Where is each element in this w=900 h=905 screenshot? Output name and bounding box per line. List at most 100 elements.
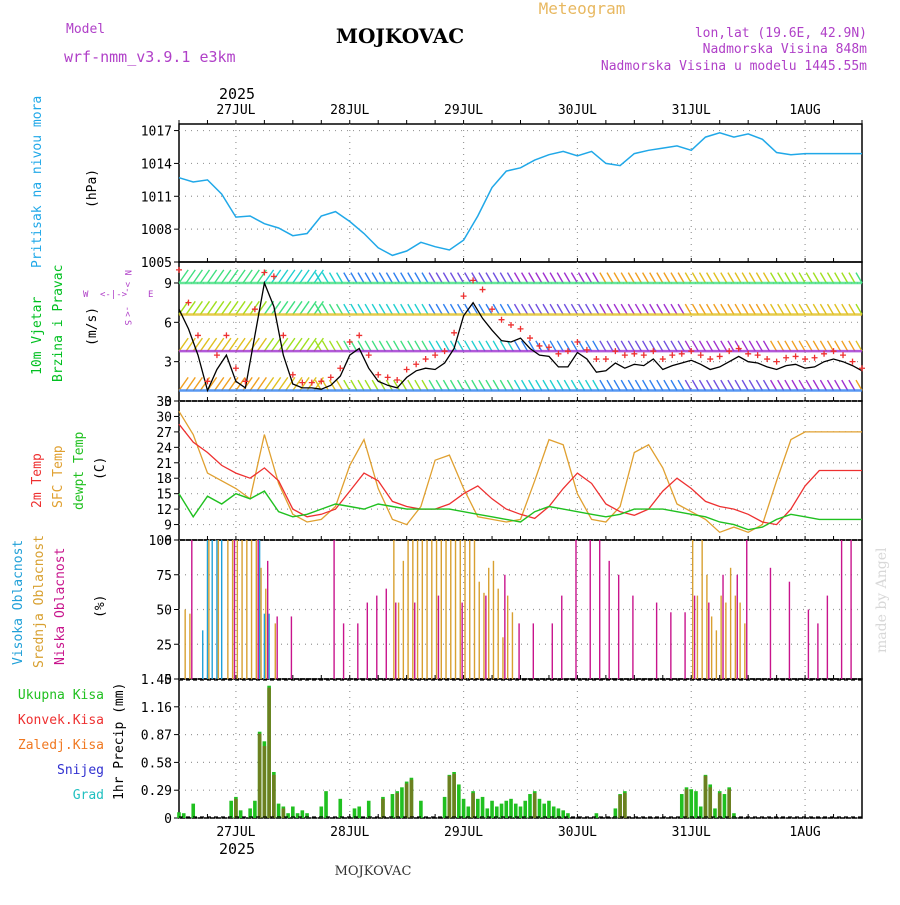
wind-barb — [485, 303, 493, 315]
wind-barb — [256, 376, 267, 391]
wind-barb — [812, 272, 820, 284]
wind-barb — [791, 272, 799, 284]
wind-barb — [777, 340, 785, 352]
wind-barb — [606, 340, 614, 352]
wind-barb — [306, 337, 317, 352]
wind-barb — [563, 272, 571, 284]
wind-barb — [741, 303, 749, 315]
rain-bar — [291, 806, 295, 818]
legend-hail: Grad — [73, 788, 104, 803]
convective-rain-bar — [717, 793, 722, 818]
wind-barb — [698, 303, 707, 315]
wind-barb — [826, 340, 835, 352]
wind-barb — [292, 376, 303, 391]
wind-barb — [178, 337, 189, 352]
wind-barb — [343, 379, 351, 391]
wind-barb — [834, 379, 842, 391]
wind-barb — [357, 379, 365, 391]
wind-gust-marker — [384, 374, 391, 381]
wind-barb — [769, 379, 778, 391]
wind-barb — [663, 303, 671, 315]
wind-barb — [720, 379, 728, 391]
wind-barb — [350, 379, 358, 391]
wind-gust-marker — [555, 350, 562, 357]
y-tick-label: 1.45 — [141, 673, 172, 688]
wind-barb — [812, 303, 820, 315]
wind-barb — [428, 303, 436, 315]
wind-barb — [684, 272, 692, 284]
wind-barb — [199, 269, 211, 284]
wind-barb — [698, 379, 707, 391]
rain-bar — [713, 808, 717, 818]
wind-barb — [192, 376, 203, 391]
wind-barb — [791, 303, 799, 315]
panel-frame-4 — [178, 678, 863, 819]
wind-barb — [449, 340, 458, 352]
wind-barb — [292, 337, 303, 352]
y-tick-label: 0 — [164, 812, 172, 827]
rain-bar — [694, 791, 698, 818]
wind-barb — [335, 272, 344, 284]
wind-barb — [343, 303, 351, 315]
wind-barb — [178, 376, 189, 391]
wind-barb — [513, 303, 522, 315]
wind-barb — [720, 303, 728, 315]
wind-barb — [499, 272, 507, 284]
wind-barb — [677, 303, 685, 315]
convective-rain-bar — [452, 773, 456, 818]
wind-barb — [556, 340, 564, 352]
rain-bar — [504, 800, 509, 818]
wind-barb — [185, 269, 196, 284]
wind-gust-marker — [232, 365, 239, 372]
wind-barb — [499, 340, 507, 352]
wind-barb — [577, 272, 586, 284]
legend-freezing-rain: Zaledj.Kisa — [18, 738, 104, 753]
temp-ylabel-sfc: SFC Temp — [51, 445, 66, 508]
wind-barb — [350, 303, 358, 315]
wind-barb — [471, 272, 479, 284]
wind-gust-marker — [849, 358, 856, 365]
wind-gust-marker — [830, 348, 837, 355]
wind-barb — [328, 379, 337, 391]
wind-barb — [414, 340, 422, 352]
wind-gust-marker — [460, 293, 467, 300]
wind-barb — [805, 272, 813, 284]
wind-barb — [834, 340, 842, 352]
wind-barb — [656, 340, 664, 352]
date-label-bottom: 1AUG — [789, 825, 820, 840]
wind-barb — [456, 379, 465, 391]
wind-barb — [691, 303, 699, 315]
date-label-bottom: 31JUL — [672, 825, 711, 840]
wind-gust-marker — [659, 356, 666, 363]
wind-gust-marker — [792, 353, 799, 360]
cloud-unit: (%) — [93, 595, 108, 618]
wind-gust-marker — [773, 358, 780, 365]
wind-barb — [627, 379, 635, 391]
rain-bar — [551, 806, 556, 818]
wind-barb — [670, 272, 678, 284]
wind-barb — [599, 340, 607, 352]
rain-bar — [191, 803, 196, 818]
temp-unit: (C) — [93, 457, 108, 480]
wind-barb — [556, 379, 564, 391]
wind-barb — [777, 379, 785, 391]
wind-barb — [249, 337, 260, 352]
rain-bar — [357, 806, 362, 818]
wind-barb — [563, 379, 571, 391]
wind-barb — [592, 379, 600, 391]
wind-barb — [449, 379, 458, 391]
wind-barb — [235, 300, 246, 315]
wind-barb — [321, 272, 330, 284]
y-tick-label: 6 — [164, 316, 172, 331]
wind-barb — [819, 272, 828, 284]
wind-gust-marker — [840, 352, 847, 359]
wind-barb — [535, 379, 543, 391]
wind-barb — [826, 303, 835, 315]
svg-text:N: N — [122, 270, 132, 275]
wind-barb — [798, 272, 806, 284]
wind-barb — [848, 340, 856, 352]
wind-barb — [713, 379, 721, 391]
y-tick-label: 0.87 — [141, 729, 172, 744]
wind-barb — [421, 272, 429, 284]
model-label: Model — [66, 22, 105, 37]
